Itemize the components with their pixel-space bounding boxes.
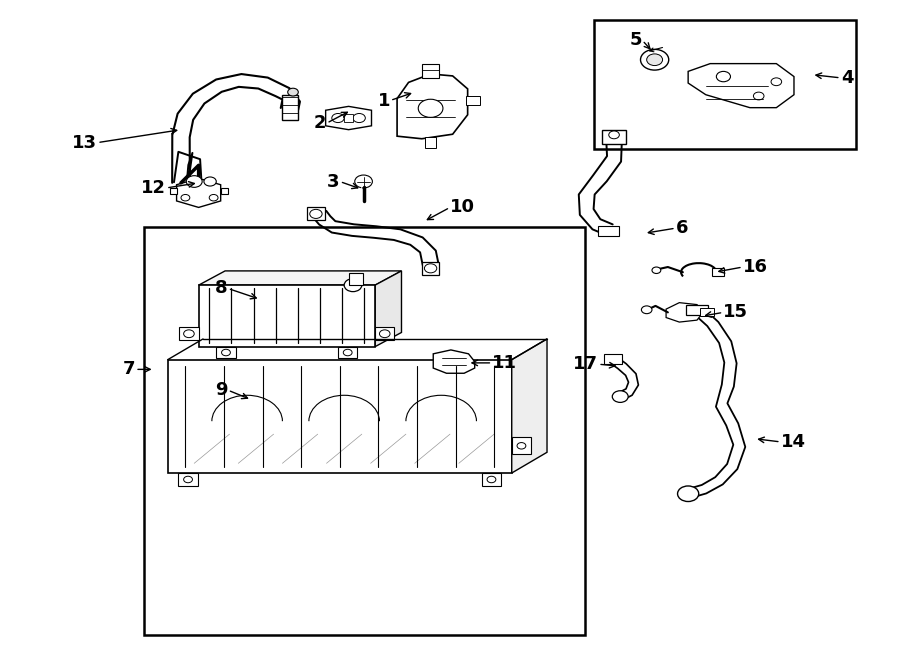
Bar — [199, 285, 375, 346]
Circle shape — [652, 267, 661, 274]
Circle shape — [380, 330, 390, 338]
Circle shape — [186, 176, 202, 187]
Polygon shape — [326, 106, 372, 130]
Text: 11: 11 — [492, 354, 517, 372]
Circle shape — [771, 78, 781, 86]
Text: 17: 17 — [573, 355, 598, 373]
Bar — [144, 227, 585, 635]
Circle shape — [487, 476, 496, 483]
Bar — [344, 114, 353, 122]
Polygon shape — [216, 346, 236, 358]
Polygon shape — [688, 63, 794, 108]
Text: 6: 6 — [676, 219, 688, 237]
Circle shape — [181, 194, 190, 201]
Circle shape — [204, 177, 216, 186]
Polygon shape — [169, 188, 176, 194]
Circle shape — [221, 349, 230, 356]
Text: 5: 5 — [630, 31, 643, 50]
Polygon shape — [178, 473, 198, 486]
Bar — [687, 305, 708, 315]
Bar — [426, 137, 436, 148]
Text: 9: 9 — [215, 381, 228, 399]
Polygon shape — [179, 327, 199, 340]
Text: 14: 14 — [781, 433, 806, 451]
Polygon shape — [199, 271, 401, 285]
Circle shape — [310, 210, 322, 218]
Bar — [605, 354, 622, 364]
Circle shape — [425, 264, 436, 273]
Circle shape — [517, 443, 526, 449]
Text: 8: 8 — [215, 280, 228, 297]
Bar — [602, 130, 626, 144]
Circle shape — [288, 88, 298, 96]
Bar — [598, 225, 619, 236]
Text: 4: 4 — [841, 69, 853, 87]
Polygon shape — [512, 438, 531, 453]
Circle shape — [184, 330, 194, 338]
Circle shape — [612, 391, 628, 403]
Text: 7: 7 — [122, 360, 135, 378]
Polygon shape — [375, 327, 394, 340]
Text: 15: 15 — [724, 303, 749, 321]
Bar — [594, 20, 856, 149]
Bar — [422, 262, 439, 275]
Polygon shape — [176, 178, 220, 208]
Circle shape — [418, 99, 443, 118]
Text: 1: 1 — [377, 91, 390, 110]
Text: 16: 16 — [742, 258, 768, 276]
Circle shape — [641, 50, 669, 70]
Polygon shape — [397, 74, 468, 139]
Circle shape — [355, 175, 373, 188]
Circle shape — [353, 114, 365, 122]
Polygon shape — [512, 339, 547, 473]
Circle shape — [332, 114, 344, 122]
Bar — [712, 268, 724, 276]
Circle shape — [209, 194, 218, 201]
Circle shape — [344, 279, 362, 292]
Polygon shape — [375, 271, 401, 346]
Bar — [283, 95, 298, 120]
Text: 13: 13 — [72, 134, 97, 151]
Circle shape — [647, 54, 662, 65]
Bar — [699, 309, 714, 316]
Bar — [466, 96, 480, 105]
Circle shape — [678, 486, 698, 502]
Text: 2: 2 — [314, 114, 327, 132]
Polygon shape — [220, 188, 228, 194]
Text: 3: 3 — [328, 173, 340, 190]
Polygon shape — [433, 350, 474, 373]
Text: 12: 12 — [141, 179, 166, 197]
Bar — [348, 274, 363, 285]
Circle shape — [184, 476, 193, 483]
Circle shape — [716, 71, 731, 82]
Polygon shape — [482, 473, 501, 486]
Circle shape — [343, 349, 352, 356]
Bar — [422, 63, 439, 78]
Polygon shape — [338, 346, 357, 358]
Bar — [167, 360, 512, 473]
Bar — [307, 208, 325, 220]
Circle shape — [753, 92, 764, 100]
Polygon shape — [666, 303, 703, 322]
Text: 10: 10 — [450, 198, 475, 216]
Circle shape — [642, 306, 652, 314]
Circle shape — [608, 131, 619, 139]
